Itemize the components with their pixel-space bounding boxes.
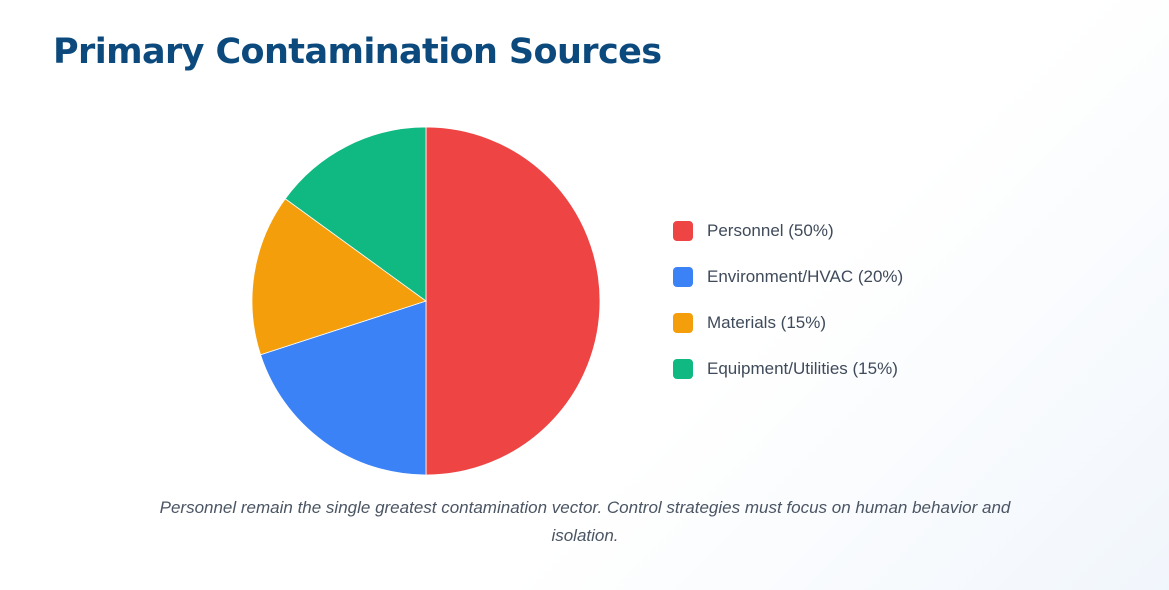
chart-legend: Personnel (50%) Environment/HVAC (20%) M… bbox=[673, 219, 903, 403]
legend-item[interactable]: Personnel (50%) bbox=[673, 219, 903, 265]
pie-slice-environment-hvac[interactable] bbox=[260, 300, 427, 476]
legend-item[interactable]: Environment/HVAC (20%) bbox=[673, 265, 903, 311]
legend-label: Equipment/Utilities (15%) bbox=[707, 359, 898, 378]
pie-slice-materials[interactable] bbox=[251, 198, 427, 356]
legend-label: Personnel (50%) bbox=[707, 221, 834, 240]
pie-slice-personnel[interactable] bbox=[425, 126, 601, 476]
legend-swatch bbox=[673, 359, 693, 379]
legend-item[interactable]: Equipment/Utilities (15%) bbox=[673, 357, 903, 403]
legend-swatch bbox=[673, 267, 693, 287]
pie-slices bbox=[251, 126, 601, 476]
chart-caption: Personnel remain the single greatest con… bbox=[159, 498, 1011, 545]
legend-label: Environment/HVAC (20%) bbox=[707, 267, 904, 286]
pie-slice-equipment-utilities[interactable] bbox=[284, 126, 427, 302]
legend-swatch bbox=[673, 313, 693, 333]
legend-label: Materials (15%) bbox=[707, 313, 827, 332]
legend-item[interactable]: Materials (15%) bbox=[673, 311, 903, 357]
page-title: Primary Contamination Sources bbox=[53, 32, 662, 72]
pie-chart bbox=[251, 126, 601, 476]
legend-swatch bbox=[673, 221, 693, 241]
